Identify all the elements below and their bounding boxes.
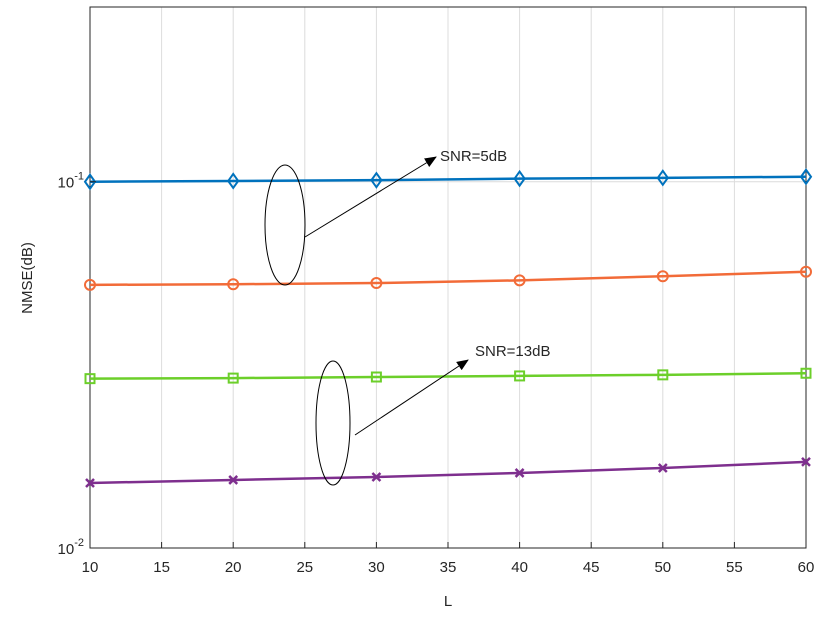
marker [227, 372, 239, 384]
marker [657, 463, 668, 473]
marker [656, 270, 669, 283]
marker [370, 371, 382, 383]
x-axis-label: L [444, 593, 452, 610]
marker [226, 172, 240, 190]
x-tick-label: 15 [153, 559, 170, 576]
x-tick-label: 45 [583, 559, 600, 576]
series-line [89, 270, 807, 287]
marker [800, 265, 812, 278]
x-tick-label: 20 [225, 559, 242, 576]
x-tick-label: 30 [368, 559, 385, 576]
marker [513, 274, 526, 287]
series-line [89, 460, 807, 485]
marker [800, 367, 812, 379]
marker [514, 370, 526, 382]
marker [371, 472, 382, 482]
marker [801, 457, 811, 467]
x-tick-label: 60 [798, 559, 815, 576]
series-line [89, 372, 807, 380]
x-tick-label: 25 [296, 559, 313, 576]
marker [85, 478, 95, 488]
y-axis-label: NMSE(dB) [19, 242, 36, 314]
x-tick-label: 40 [511, 559, 528, 576]
annotation: SNR=5dB [440, 148, 507, 165]
series-line [89, 175, 807, 183]
arrow [354, 359, 469, 436]
ellipse [264, 164, 306, 286]
arrow [304, 156, 437, 238]
marker [83, 173, 97, 191]
marker [370, 171, 383, 189]
marker [84, 278, 96, 291]
ellipse [315, 360, 351, 486]
marker [370, 277, 383, 290]
x-tick-label: 50 [654, 559, 671, 576]
y-tick-label: 10-2 [58, 537, 84, 558]
annotation: SNR=13dB [475, 343, 550, 360]
marker [84, 373, 96, 385]
marker [656, 169, 670, 187]
marker [227, 278, 240, 291]
x-tick-label: 10 [82, 559, 99, 576]
x-tick-label: 55 [726, 559, 743, 576]
x-tick-label: 35 [440, 559, 457, 576]
marker [514, 468, 525, 478]
marker [513, 169, 526, 188]
marker [657, 369, 669, 381]
marker [799, 168, 813, 186]
y-tick-label: 10-1 [58, 171, 84, 192]
marker [228, 475, 239, 485]
